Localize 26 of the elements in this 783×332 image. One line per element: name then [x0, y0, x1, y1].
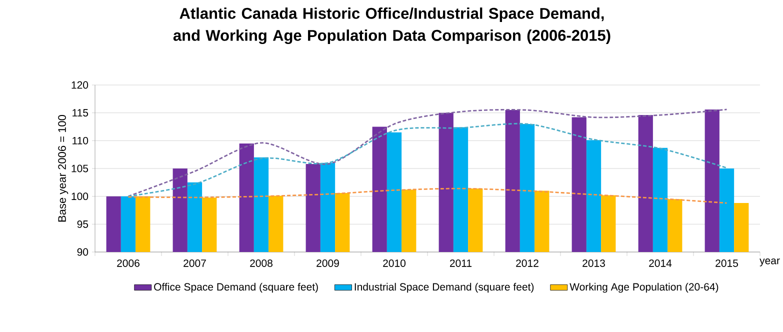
- line-series: [128, 108, 728, 198]
- y-tick-label: 100: [72, 192, 88, 200]
- x-tick-label: 2015: [716, 260, 738, 267]
- y-tick-label: 120: [72, 81, 88, 89]
- chart-title: Atlantic Canada Historic Office/Industrial Space Demand, and Working Age Population Data Comparison (2006-2015): [173, 8, 610, 44]
- x-tick-label: 2013: [582, 260, 605, 267]
- x-tick-label: 2006: [117, 260, 140, 267]
- y-tick-label: 95: [77, 220, 88, 228]
- y-axis-title: Base year 2006 = 100: [58, 114, 68, 222]
- x-axis-title: year: [760, 258, 780, 266]
- legend-label: Office Space Demand (square feet): [154, 282, 318, 293]
- x-tick-label: 2007: [184, 260, 206, 267]
- x-tick-label: 2012: [516, 260, 538, 267]
- y-tick-label: 110: [72, 136, 88, 144]
- line-series: [128, 188, 728, 204]
- legend-label: Working Age Population (20-64): [570, 282, 718, 293]
- x-tick-label: 2014: [649, 260, 672, 267]
- legend-label: Industrial Space Demand (square feet): [354, 282, 534, 293]
- y-tick-label: 115: [72, 109, 88, 117]
- x-tick-label: 2011: [450, 260, 472, 267]
- line-series: [128, 122, 728, 198]
- y-tick-label: 105: [72, 164, 88, 172]
- x-tick-label: 2010: [383, 260, 406, 267]
- x-tick-label: 2009: [316, 260, 339, 267]
- x-tick-label: 2008: [250, 260, 272, 267]
- y-tick-label: 90: [77, 248, 88, 256]
